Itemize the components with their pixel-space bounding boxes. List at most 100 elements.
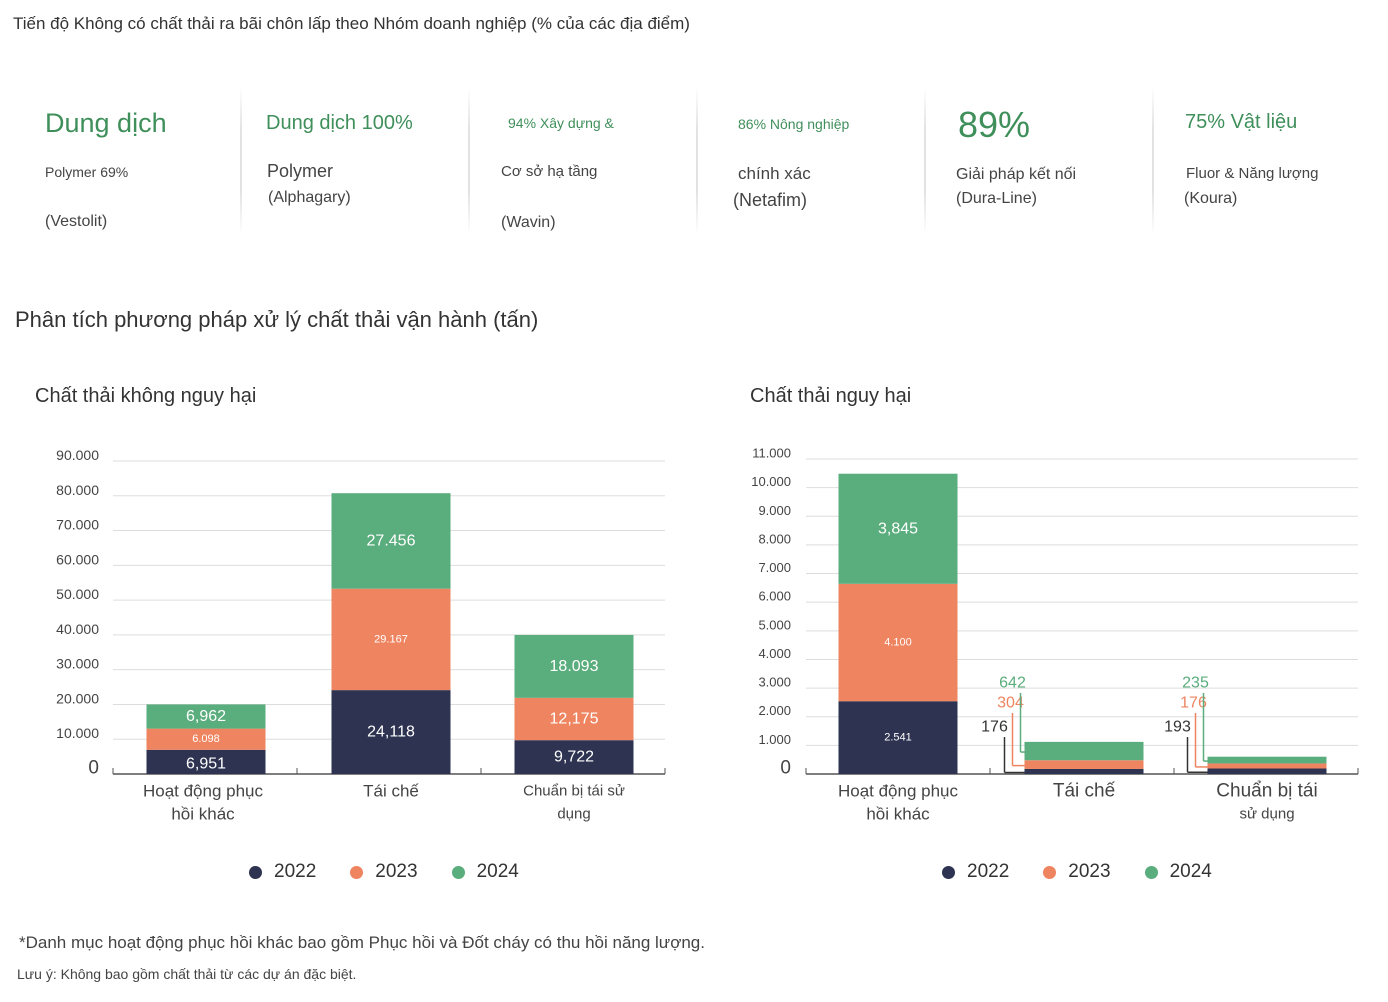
data-label: 193 xyxy=(1164,719,1191,736)
data-label: 176 xyxy=(1180,695,1207,712)
kpi-divider xyxy=(240,86,242,236)
y-tick-label: 7.000 xyxy=(758,560,791,575)
kpi-head: 89% xyxy=(958,104,1031,145)
data-label: 24,118 xyxy=(367,724,415,741)
kpi-divider xyxy=(696,86,698,236)
data-label: 176 xyxy=(981,719,1008,736)
legend-item-2023: 2023 xyxy=(350,861,418,883)
data-label: 18.093 xyxy=(550,658,599,675)
data-label: 27.456 xyxy=(367,532,416,549)
kpi-line: (Netafim) xyxy=(733,190,808,210)
bar-segment-2022 xyxy=(1207,768,1327,774)
y-tick-label: 9.000 xyxy=(758,503,791,518)
footnote: *Danh mục hoạt động phục hồi khác bao gồ… xyxy=(19,933,705,952)
y-tick-label: 5.000 xyxy=(758,617,791,632)
x-category-label: Tái chế xyxy=(1053,781,1116,802)
y-tick-label: 4.000 xyxy=(758,646,791,661)
data-label: 3,845 xyxy=(878,520,918,537)
y-tick-label: 11.000 xyxy=(752,446,791,461)
y-tick-label: 60.000 xyxy=(56,551,99,567)
legend-item-2023: 2023 xyxy=(1043,861,1111,883)
kpi-line: (Koura) xyxy=(1184,190,1238,207)
bar-segment-2023 xyxy=(146,728,266,750)
y-tick-label: 1.000 xyxy=(758,732,791,747)
kpi-head: 86% Nông nghiệp xyxy=(738,116,850,132)
legend-label: 2023 xyxy=(1068,861,1111,882)
bar-segment-2022 xyxy=(838,701,958,774)
bar-segment-2024 xyxy=(838,473,958,584)
data-label: 6,962 xyxy=(186,708,226,725)
legend-item-2024: 2024 xyxy=(1144,861,1212,883)
y-tick-label: 70.000 xyxy=(56,517,99,533)
legend-dot xyxy=(451,865,465,879)
y-tick-label: 2.000 xyxy=(758,703,791,718)
y-tick-label: 10.000 xyxy=(751,474,791,489)
y-tick-label: 3.000 xyxy=(758,675,791,690)
kpi-line: (Vestolit) xyxy=(45,213,108,230)
legend-hazardous: 2022 2023 2024 xyxy=(942,861,1212,883)
y-tick-label: 8.000 xyxy=(758,531,791,546)
bar-segment-2023 xyxy=(838,583,958,702)
kpi-dura-line: 89% Giải pháp kết nối (Dura-Line) xyxy=(924,80,1134,245)
kpi-head: Dung dịch xyxy=(45,108,167,138)
y-tick-label: 10.000 xyxy=(56,725,99,741)
kpi-vestolit: Dung dịch Polymer 69% (Vestolit) xyxy=(12,80,222,245)
kpi-divider xyxy=(1152,86,1154,236)
kpi-line: chính xác xyxy=(738,164,811,183)
y-tick-label: 50.000 xyxy=(56,586,99,602)
chart-title-non-hazardous: Chất thải không nguy hại xyxy=(35,385,257,407)
kpi-head: Dung dịch 100% xyxy=(266,112,413,134)
kpi-divider xyxy=(468,86,470,236)
y-tick-label: 0 xyxy=(88,758,99,779)
legend-label: 2022 xyxy=(274,861,317,882)
x-category-label: Tái chế xyxy=(363,782,419,801)
bar-segment-2024 xyxy=(331,493,451,589)
legend-dot xyxy=(942,865,955,879)
legend-non-hazardous: 2022 2023 2024 xyxy=(249,861,519,883)
bar-segment-2023 xyxy=(331,588,451,691)
bar-segment-2024 xyxy=(1024,741,1144,761)
kpi-line: (Wavin) xyxy=(501,214,556,231)
kpi-line: Giải pháp kết nối xyxy=(956,166,1077,183)
x-category-label: Chuẩn bị tái xyxy=(1216,781,1317,802)
data-label: 642 xyxy=(999,675,1026,692)
legend-label: 2024 xyxy=(476,861,519,882)
x-category-label: hồi khác xyxy=(866,805,930,824)
kpi-line: Fluor & Năng lượng xyxy=(1186,165,1319,182)
page-title: Tiến độ Không có chất thải ra bãi chôn l… xyxy=(13,14,690,33)
legend-dot xyxy=(1144,865,1158,879)
legend-dot xyxy=(249,865,262,879)
y-tick-label: 40.000 xyxy=(56,621,99,637)
x-category-label: hồi khác xyxy=(171,805,235,824)
x-category-label: sử dụng xyxy=(1239,806,1294,823)
bar-segment-2023 xyxy=(514,697,634,741)
kpi-line: Cơ sở hạ tầng xyxy=(501,163,598,180)
kpi-koura: 75% Vật liệu Fluor & Năng lượng (Koura) xyxy=(1152,80,1372,245)
y-tick-label: 20.000 xyxy=(56,690,99,706)
bar-segment-2022 xyxy=(331,690,451,774)
data-label: 29.167 xyxy=(374,633,408,645)
kpi-line: (Dura-Line) xyxy=(956,190,1037,207)
data-label: 4.100 xyxy=(884,637,912,649)
kpi-wavin: 94% Xây dựng & Cơ sở hạ tầng (Wavin) xyxy=(468,80,678,245)
data-label: 6.098 xyxy=(192,733,220,745)
legend-item-2022: 2022 xyxy=(249,861,316,883)
y-tick-label: 80.000 xyxy=(56,482,99,498)
chart-title-hazardous: Chất thải nguy hại xyxy=(750,385,912,407)
x-category-label: dụng xyxy=(557,806,590,823)
kpi-divider xyxy=(924,86,926,236)
data-label: 12,175 xyxy=(550,711,599,728)
kpi-head: 75% Vật liệu xyxy=(1185,111,1298,133)
legend-dot xyxy=(350,865,364,879)
bar-segment-2022 xyxy=(146,749,266,774)
legend-dot xyxy=(1043,865,1057,879)
legend-label: 2022 xyxy=(967,861,1010,882)
bar-segment-2022 xyxy=(1024,768,1144,774)
bar-segment-2024 xyxy=(146,704,266,729)
bar-segment-2023 xyxy=(1024,760,1144,769)
data-label: 235 xyxy=(1182,675,1209,692)
x-category-label: Chuẩn bị tái sử xyxy=(523,783,625,800)
legend-item-2024: 2024 xyxy=(451,861,519,883)
legend-label: 2024 xyxy=(1169,861,1212,882)
bar-segment-2022 xyxy=(514,740,634,774)
